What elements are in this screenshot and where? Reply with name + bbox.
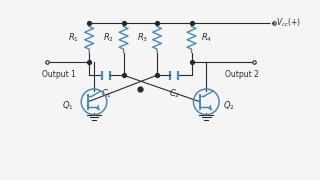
- Text: $R_4$: $R_4$: [201, 31, 212, 44]
- Text: $Q_2$: $Q_2$: [223, 100, 235, 112]
- Text: $R_1$: $R_1$: [68, 31, 79, 44]
- Text: $R_3$: $R_3$: [137, 31, 148, 44]
- Text: $Q_1$: $Q_1$: [62, 100, 73, 112]
- Text: $C_1$: $C_1$: [101, 87, 112, 100]
- Text: Output 2: Output 2: [225, 70, 259, 79]
- Text: $V_{cc}(+)$: $V_{cc}(+)$: [276, 17, 301, 29]
- Text: Output 1: Output 1: [42, 70, 76, 79]
- Text: $R_2$: $R_2$: [103, 31, 114, 44]
- Text: $C_2$: $C_2$: [169, 87, 180, 100]
